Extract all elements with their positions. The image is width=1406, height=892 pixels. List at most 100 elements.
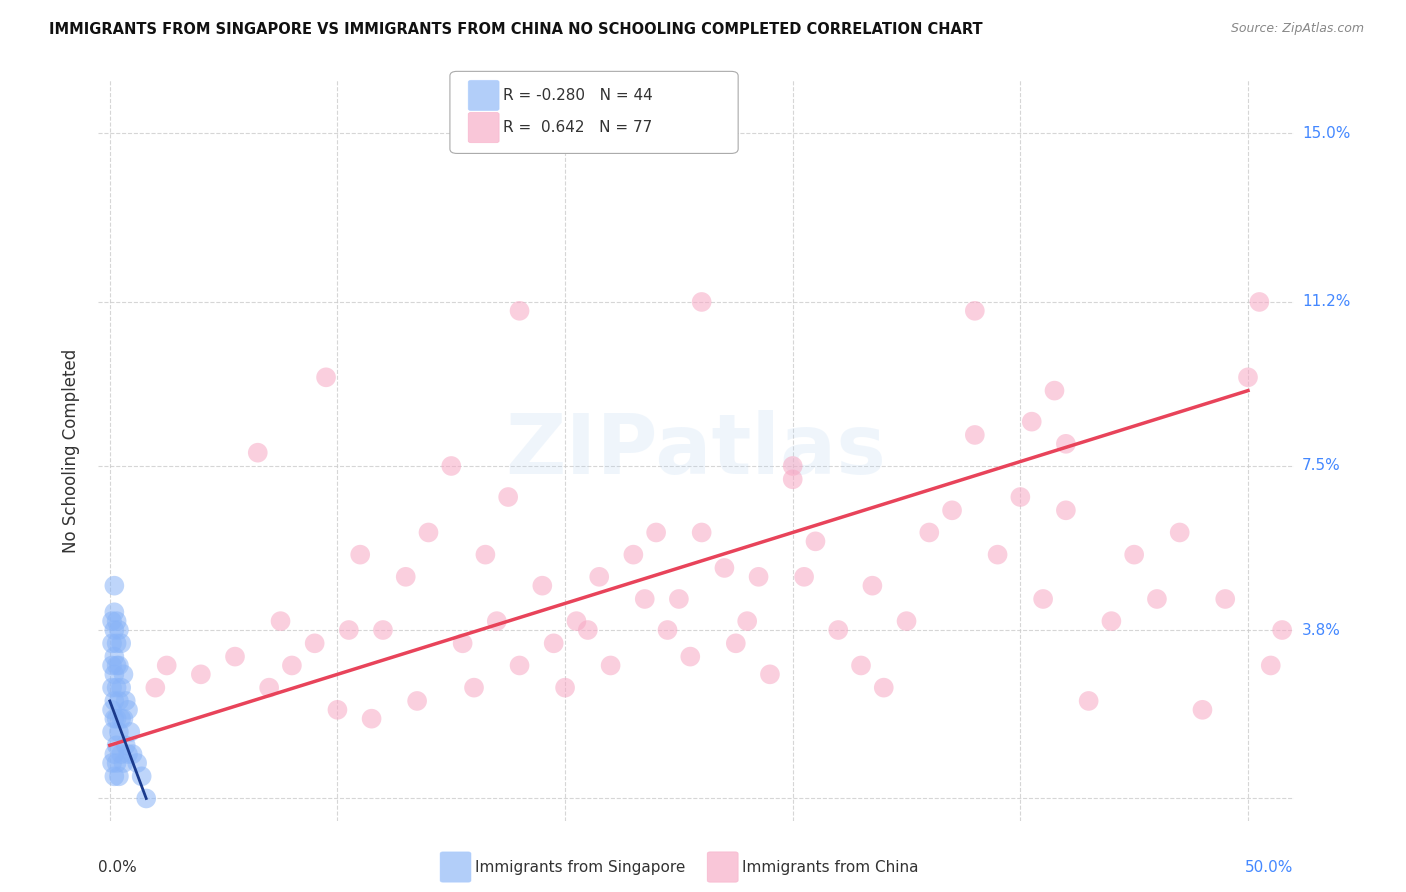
Point <box>873 681 896 695</box>
Text: IMMIGRANTS FROM SINGAPORE VS IMMIGRANTS FROM CHINA NO SCHOOLING COMPLETED CORREL: IMMIGRANTS FROM SINGAPORE VS IMMIGRANTS … <box>49 22 983 37</box>
Point <box>804 534 827 549</box>
Point <box>315 370 337 384</box>
Point <box>112 712 135 726</box>
Point <box>963 303 986 318</box>
Text: 15.0%: 15.0% <box>1302 126 1350 141</box>
Point <box>827 623 849 637</box>
Point <box>257 681 280 695</box>
Point <box>110 636 132 650</box>
Point <box>371 623 394 637</box>
Point <box>114 739 136 753</box>
Point <box>103 747 125 761</box>
Point <box>451 636 474 650</box>
Text: 11.2%: 11.2% <box>1302 294 1350 310</box>
Point <box>101 703 124 717</box>
Point <box>987 548 1010 562</box>
Point <box>679 649 702 664</box>
Point <box>782 472 804 486</box>
Point <box>1077 694 1099 708</box>
Point <box>690 295 713 310</box>
Point <box>105 658 128 673</box>
Point <box>337 623 360 637</box>
Point <box>896 614 918 628</box>
Point <box>103 667 125 681</box>
Point <box>360 712 382 726</box>
Point <box>543 636 565 650</box>
Point <box>668 591 690 606</box>
Text: 3.8%: 3.8% <box>1302 623 1341 638</box>
Point <box>713 561 735 575</box>
Point <box>474 548 496 562</box>
Point <box>849 658 872 673</box>
Point <box>1099 614 1122 628</box>
Point <box>103 579 125 593</box>
Point <box>105 756 128 770</box>
Point <box>101 725 124 739</box>
Point <box>1032 591 1054 606</box>
Text: ZIPatlas: ZIPatlas <box>506 410 886 491</box>
Point <box>782 458 804 473</box>
Point <box>110 747 132 761</box>
Point <box>117 747 139 761</box>
Point <box>759 667 782 681</box>
Point <box>860 579 883 593</box>
Point <box>1213 591 1236 606</box>
Point <box>103 712 125 726</box>
Point <box>918 525 941 540</box>
Point <box>1021 415 1043 429</box>
Point <box>1054 437 1077 451</box>
Point <box>463 681 485 695</box>
Point <box>531 579 554 593</box>
Point <box>1043 384 1066 398</box>
Point <box>1054 503 1077 517</box>
Point <box>108 658 131 673</box>
Point <box>485 614 508 628</box>
Point <box>1249 295 1271 310</box>
Point <box>121 747 143 761</box>
Point <box>657 623 679 637</box>
Text: 50.0%: 50.0% <box>1246 860 1294 874</box>
Point <box>103 694 125 708</box>
Point <box>576 623 599 637</box>
Point <box>326 703 349 717</box>
Point <box>941 503 963 517</box>
Point <box>114 694 136 708</box>
Point <box>509 303 531 318</box>
Point <box>105 636 128 650</box>
Point <box>112 756 135 770</box>
Point <box>143 681 166 695</box>
Point <box>103 623 125 637</box>
Point <box>135 791 157 805</box>
Point <box>1260 658 1282 673</box>
Point <box>101 636 124 650</box>
Point <box>724 636 747 650</box>
Point <box>349 548 371 562</box>
Point <box>634 591 657 606</box>
Text: Immigrants from China: Immigrants from China <box>742 860 920 874</box>
Point <box>105 739 128 753</box>
Point <box>110 681 132 695</box>
Point <box>103 769 125 783</box>
Point <box>418 525 440 540</box>
Text: R = -0.280   N = 44: R = -0.280 N = 44 <box>503 88 654 103</box>
Point <box>1146 591 1168 606</box>
Point <box>108 694 131 708</box>
Point <box>270 614 292 628</box>
Point <box>108 725 131 739</box>
Point <box>621 548 644 562</box>
Point <box>1191 703 1213 717</box>
Point <box>108 623 131 637</box>
Point <box>103 605 125 619</box>
Point <box>963 428 986 442</box>
Point <box>690 525 713 540</box>
Point <box>101 756 124 770</box>
Point <box>108 769 131 783</box>
Point <box>1010 490 1032 504</box>
Point <box>105 712 128 726</box>
Point <box>101 614 124 628</box>
Point <box>127 756 149 770</box>
Point <box>101 681 124 695</box>
Point <box>793 570 815 584</box>
Text: Immigrants from Singapore: Immigrants from Singapore <box>475 860 686 874</box>
Point <box>1168 525 1191 540</box>
